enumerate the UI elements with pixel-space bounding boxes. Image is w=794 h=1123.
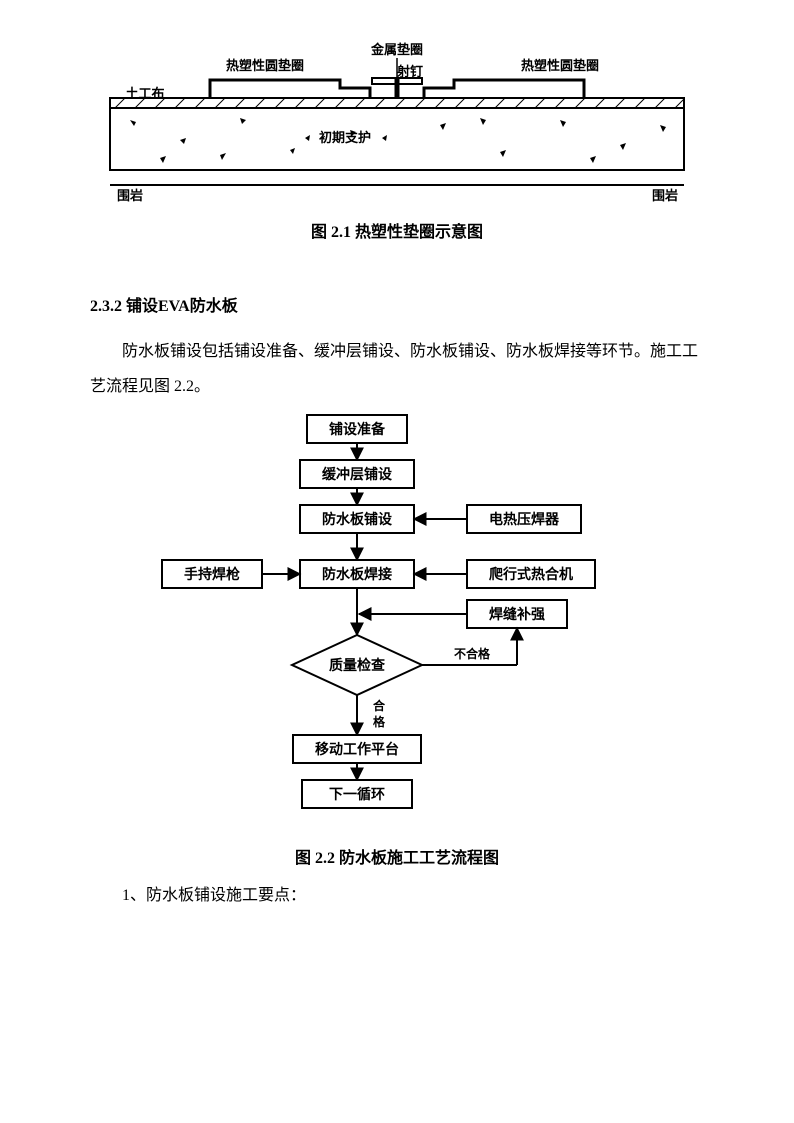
flow-node-electric-welder: 电热压焊器	[489, 511, 560, 528]
gasket-diagram: 金属垫圈 射钉 热塑性圆垫圈 热塑性圆垫圈 土工布	[90, 40, 704, 210]
flow-label-fail: 不合格	[454, 646, 491, 661]
flow-node-buffer: 缓冲层铺设	[322, 466, 393, 483]
flow-node-weld: 防水板焊接	[322, 566, 392, 583]
figure2-caption: 图 2.2 防水板施工工艺流程图	[90, 844, 704, 868]
list-item-1: 1、防水板铺设施工要点：	[90, 878, 704, 913]
flowchart-diagram: 铺设准备 缓冲层铺设 防水板铺设 防水板焊接 电热压焊器 爬行式热合机 焊缝补强…	[147, 410, 647, 830]
flow-label-pass-1: 合	[373, 698, 386, 713]
flow-node-handheld: 手持焊枪	[184, 566, 240, 583]
section-heading: 2.3.2 铺设EVA防水板	[90, 292, 704, 316]
flow-node-platform: 移动工作平台	[315, 741, 399, 758]
flow-node-lay: 防水板铺设	[322, 511, 393, 528]
flow-node-prep: 铺设准备	[329, 421, 386, 438]
label-rock-right: 围岩	[652, 188, 678, 203]
label-nail: 射钉	[396, 64, 423, 79]
figure1-caption: 图 2.1 热塑性垫圈示意图	[90, 218, 704, 242]
label-thermo-right: 热塑性圆垫圈	[521, 58, 599, 73]
label-thermo-left: 热塑性圆垫圈	[226, 58, 304, 73]
flow-label-pass-2: 格	[373, 714, 386, 729]
flow-node-next: 下一循环	[329, 786, 385, 803]
label-rock-left: 围岩	[117, 188, 143, 203]
flow-node-quality: 质量检查	[329, 657, 386, 674]
flow-node-seam: 焊缝补强	[489, 606, 545, 623]
section-paragraph: 防水板铺设包括铺设准备、缓冲层铺设、防水板铺设、防水板焊接等环节。施工工艺流程见…	[90, 334, 704, 404]
label-metal-washer: 金属垫圈	[370, 42, 423, 57]
label-initial-support: 初期支护	[319, 130, 371, 145]
flow-node-crawler: 爬行式热合机	[489, 566, 573, 583]
